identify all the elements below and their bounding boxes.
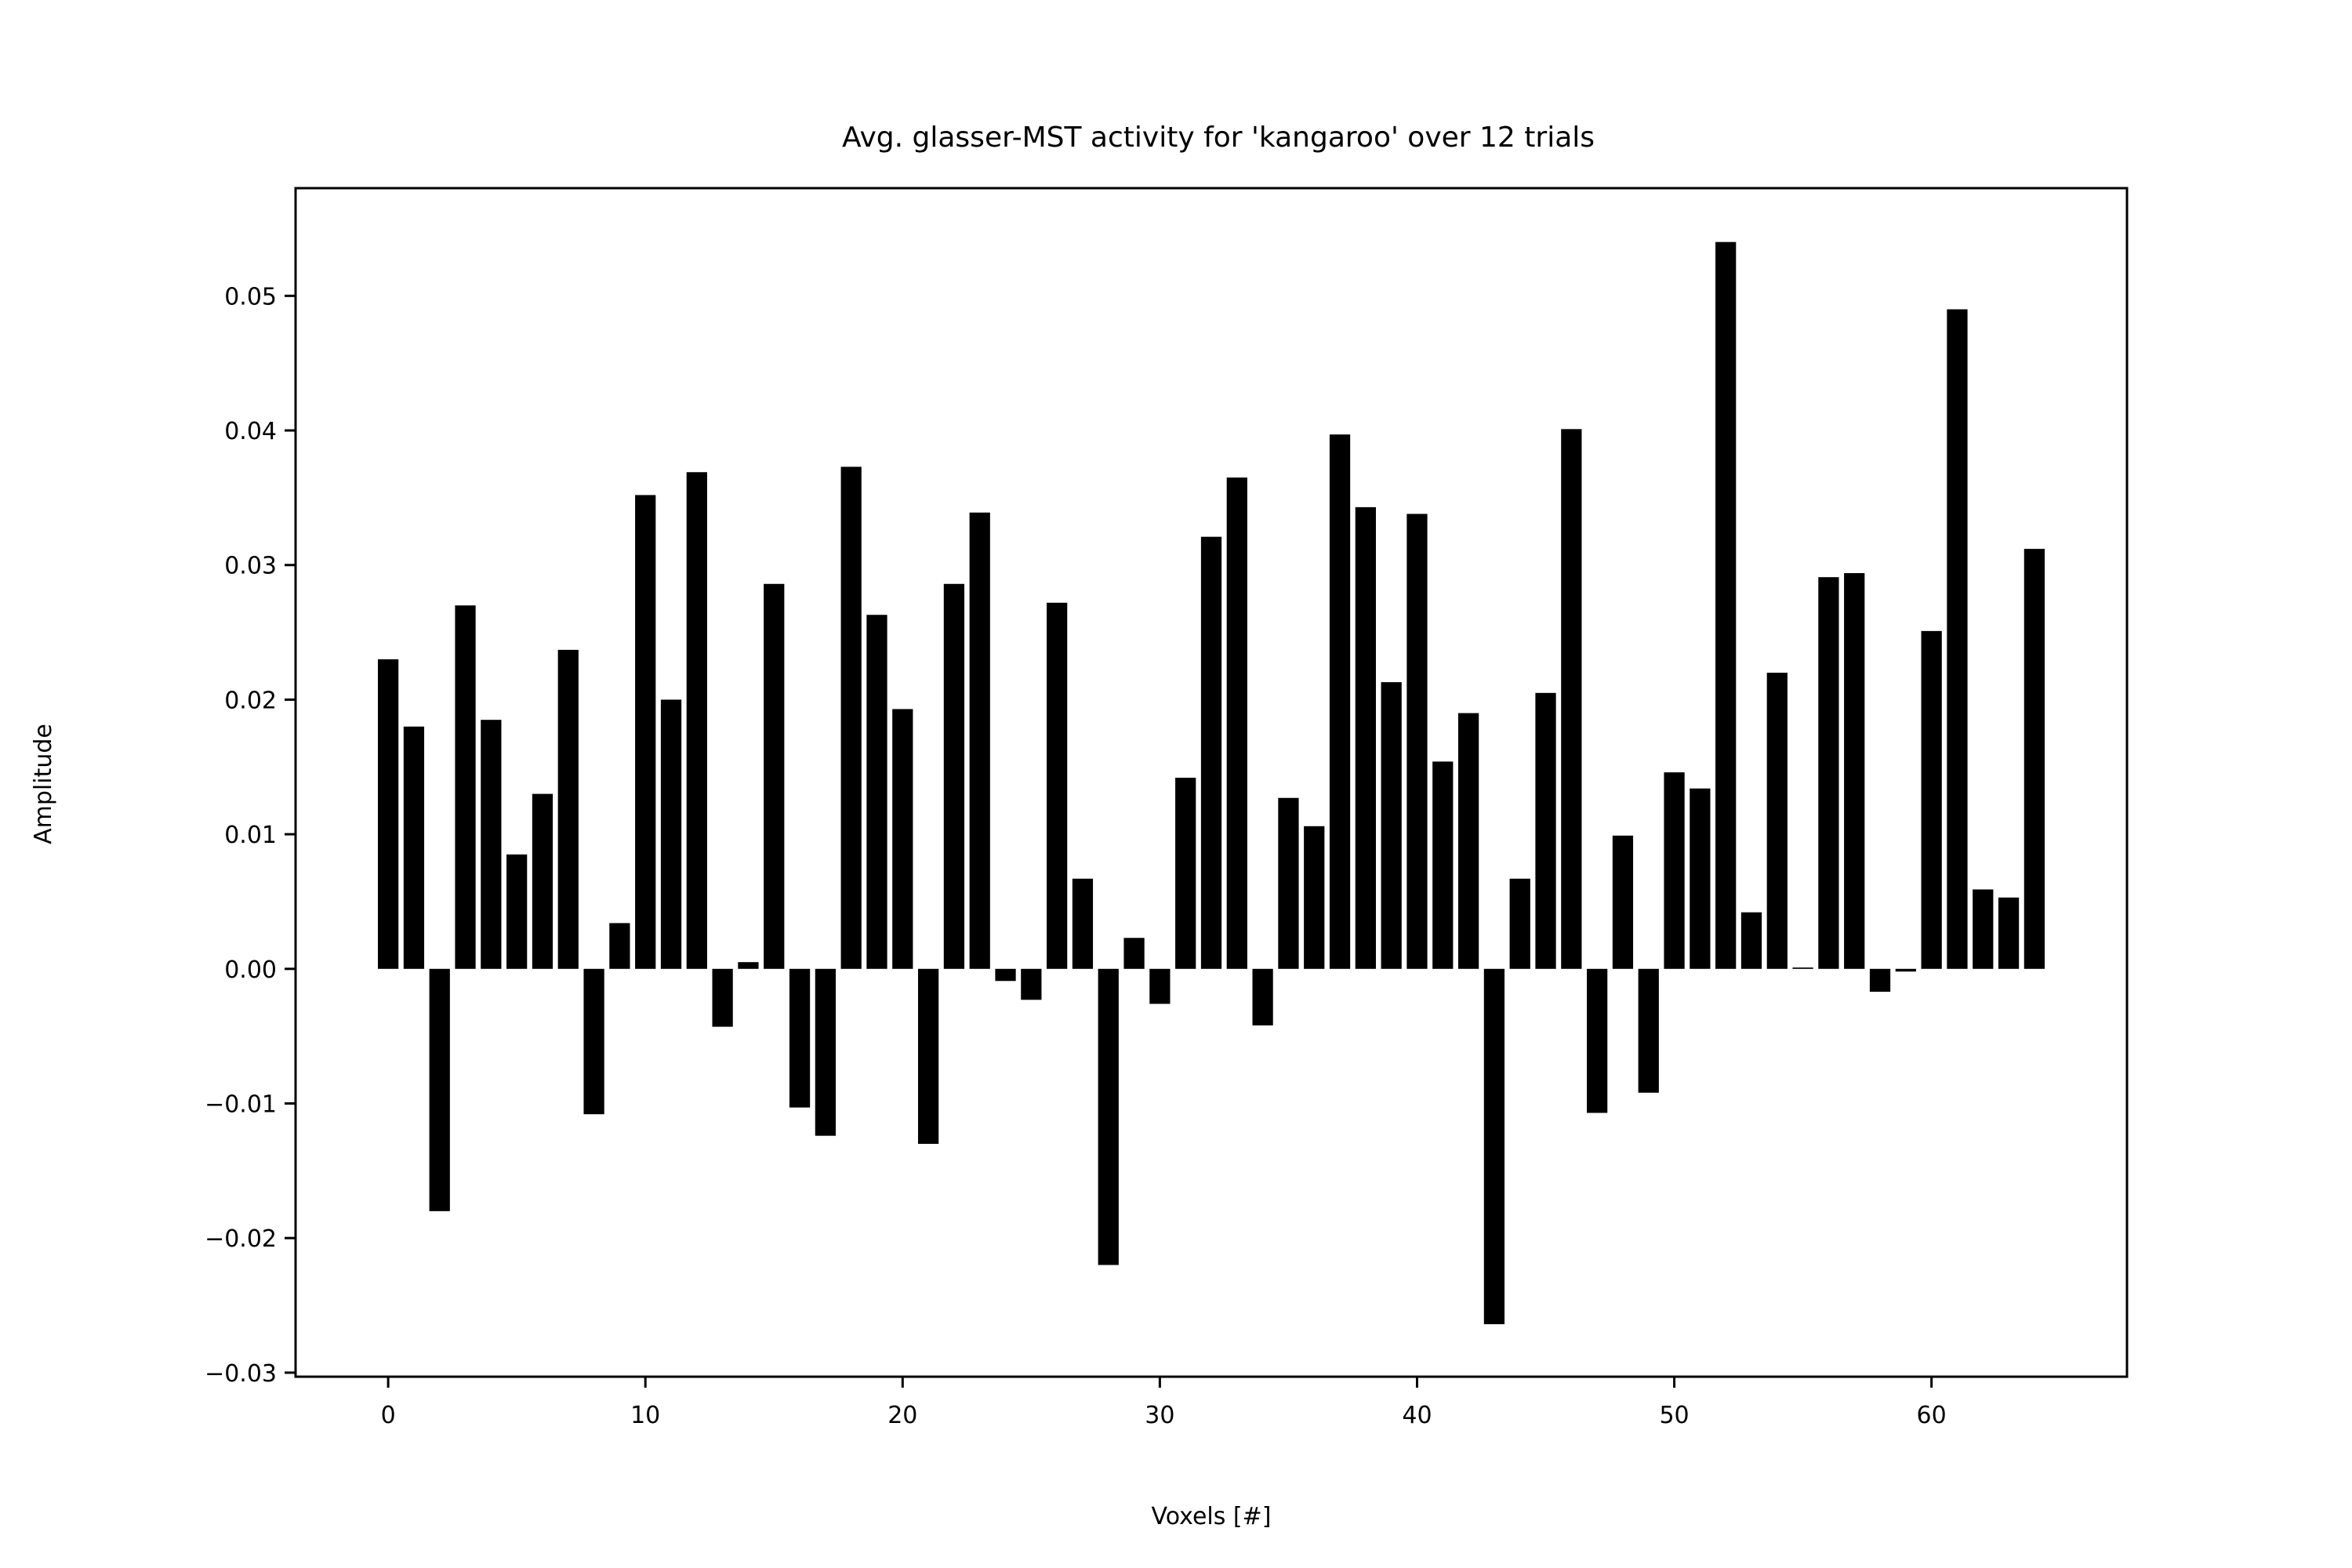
- y-axis-ticks: −0.03 −0.02 −0.01 0.00 0.01 0.02 0.03 0.04 0.05: [205, 283, 296, 1388]
- y-tick-label: −0.02: [205, 1225, 277, 1253]
- bar-voxel-10: [635, 495, 656, 969]
- bar-voxel-55: [1792, 967, 1813, 969]
- bar-voxel-2: [429, 968, 450, 1211]
- x-tick-label: 60: [1917, 1402, 1947, 1429]
- y-tick-label: 0.05: [224, 283, 277, 310]
- bar-voxel-17: [815, 968, 836, 1136]
- bar-voxel-48: [1612, 835, 1634, 969]
- bar-voxel-32: [1200, 536, 1222, 969]
- bar-voxel-36: [1304, 826, 1325, 969]
- bar-voxel-40: [1406, 514, 1428, 969]
- bar-voxel-12: [686, 472, 707, 969]
- bar-voxel-31: [1175, 777, 1196, 969]
- bar-voxel-37: [1329, 434, 1351, 969]
- bar-voxel-63: [1998, 897, 2020, 969]
- bar-voxel-15: [764, 583, 785, 969]
- bar-voxel-30: [1149, 968, 1171, 1004]
- bar-voxel-28: [1098, 968, 1119, 1265]
- bars-group: [377, 241, 2045, 1325]
- bar-voxel-14: [738, 962, 759, 969]
- x-tick-label: 0: [381, 1402, 396, 1429]
- bar-voxel-8: [583, 968, 604, 1115]
- y-tick-label: 0.03: [224, 553, 277, 580]
- bar-voxel-61: [1947, 309, 1968, 969]
- bar-voxel-51: [1690, 788, 1711, 969]
- bar-voxel-29: [1123, 938, 1145, 969]
- bar-voxel-34: [1252, 968, 1273, 1025]
- bar-voxel-23: [969, 512, 990, 969]
- bar-voxel-33: [1226, 477, 1247, 969]
- bar-voxel-64: [2024, 549, 2045, 969]
- bar-voxel-16: [789, 968, 811, 1108]
- x-tick-label: 30: [1145, 1402, 1174, 1429]
- bar-voxel-52: [1715, 241, 1737, 969]
- bar-voxel-53: [1740, 912, 1762, 969]
- bar-voxel-59: [1895, 968, 1916, 972]
- y-tick-label: 0.02: [224, 687, 277, 714]
- bar-voxel-9: [609, 923, 630, 969]
- bar-voxel-62: [1973, 889, 1994, 969]
- x-tick-label: 40: [1402, 1402, 1432, 1429]
- bar-voxel-42: [1457, 713, 1479, 969]
- bar-voxel-60: [1921, 630, 1942, 969]
- bar-voxel-1: [403, 726, 425, 969]
- bar-voxel-22: [943, 583, 965, 969]
- bar-voxel-3: [455, 605, 476, 969]
- bar-voxel-46: [1561, 429, 1582, 969]
- x-tick-label: 20: [887, 1402, 917, 1429]
- bar-voxel-24: [995, 968, 1016, 982]
- bar-voxel-18: [840, 466, 862, 969]
- bar-voxel-45: [1535, 692, 1556, 969]
- y-tick-label: 0.01: [224, 822, 277, 849]
- bar-voxel-13: [712, 968, 733, 1027]
- bar-voxel-43: [1483, 968, 1505, 1325]
- bar-voxel-5: [506, 854, 528, 969]
- bar-voxel-7: [557, 649, 579, 969]
- y-tick-label: −0.03: [205, 1360, 277, 1388]
- y-axis-label: Amplitude: [30, 724, 57, 844]
- bar-voxel-6: [532, 793, 554, 969]
- x-axis-ticks: 0 10 20 30 40 50 60: [381, 1377, 1947, 1429]
- bar-voxel-56: [1818, 577, 1839, 969]
- bar-voxel-0: [377, 659, 399, 969]
- x-axis-label: Voxels [#]: [1152, 1503, 1272, 1530]
- bar-voxel-49: [1638, 968, 1659, 1093]
- plot-frame: [294, 187, 2129, 1378]
- bar-voxel-20: [892, 709, 913, 969]
- y-tick-label: 0.04: [224, 418, 277, 445]
- x-tick-label: 50: [1659, 1402, 1689, 1429]
- bar-voxel-44: [1509, 878, 1530, 969]
- y-tick-label: 0.00: [224, 956, 277, 984]
- bar-voxel-27: [1072, 878, 1094, 969]
- bar-voxel-25: [1021, 968, 1042, 1000]
- bar-voxel-50: [1664, 772, 1685, 969]
- bar-voxel-19: [866, 615, 887, 969]
- bar-voxel-39: [1381, 682, 1402, 969]
- chart-title: Avg. glasser-MST activity for 'kangaroo'…: [842, 122, 1595, 154]
- bar-voxel-4: [481, 720, 502, 969]
- x-tick-label: 10: [630, 1402, 660, 1429]
- y-tick-label: −0.01: [205, 1091, 277, 1118]
- bar-voxel-47: [1587, 968, 1608, 1113]
- bar-voxel-57: [1844, 573, 1865, 969]
- bar-voxel-35: [1278, 797, 1299, 969]
- bar-voxel-54: [1766, 673, 1788, 969]
- bar-voxel-41: [1432, 761, 1454, 969]
- bar-voxel-38: [1355, 506, 1376, 969]
- bar-voxel-58: [1869, 968, 1891, 992]
- bar-voxel-11: [660, 699, 682, 969]
- bar-voxel-26: [1047, 602, 1068, 969]
- bar-voxel-21: [917, 968, 939, 1144]
